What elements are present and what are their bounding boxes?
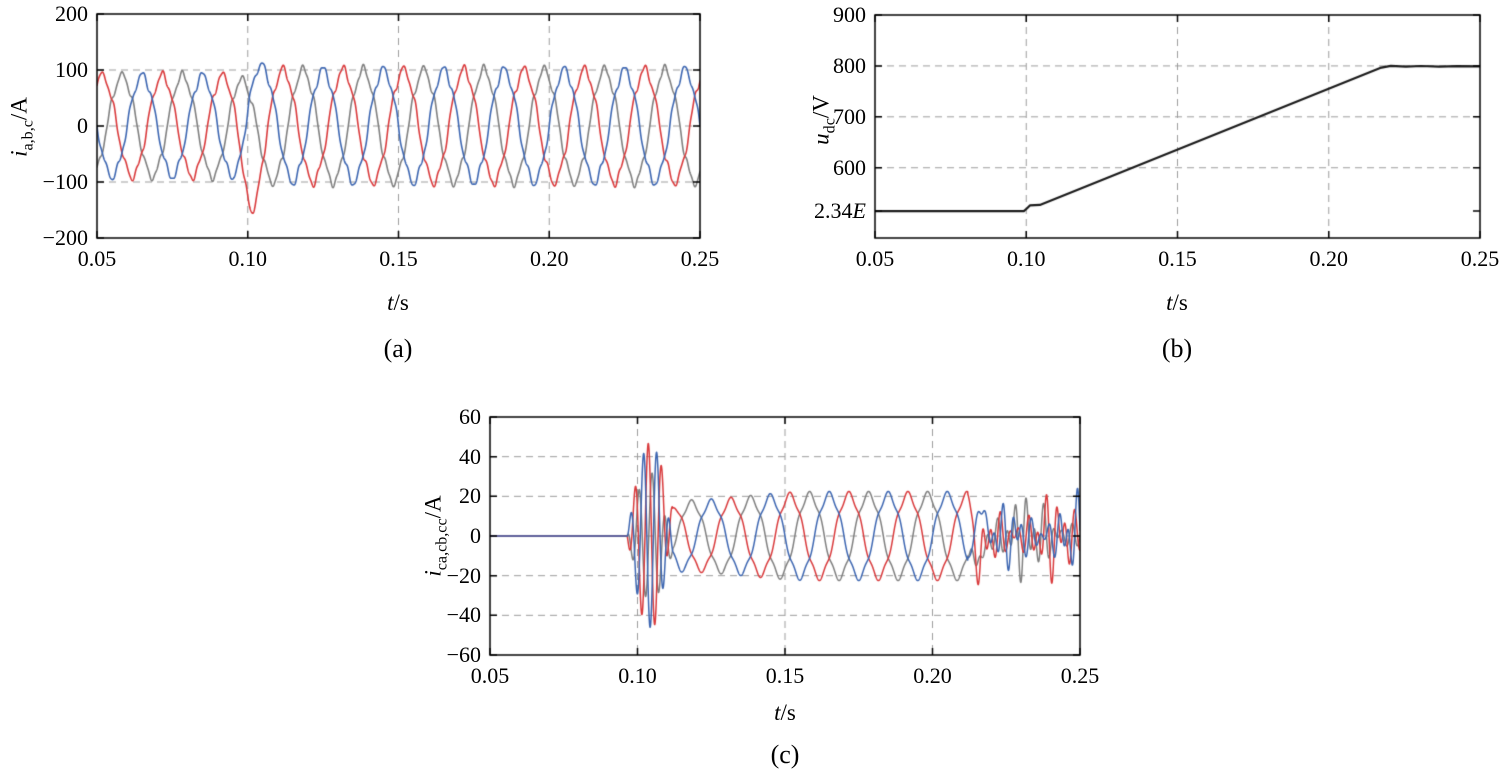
figure-canvas <box>0 0 1499 779</box>
